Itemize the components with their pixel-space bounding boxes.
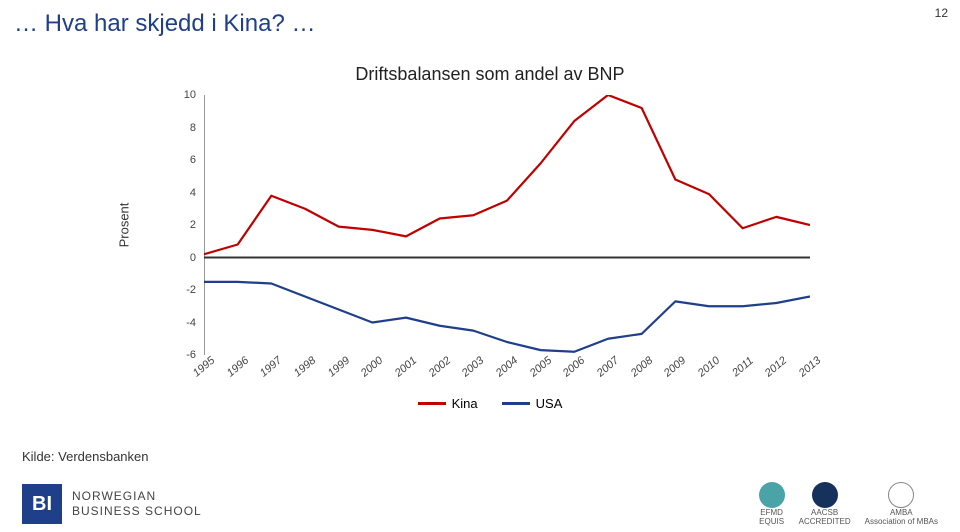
y-tick: 4 <box>162 187 202 199</box>
badge-icon <box>812 482 838 508</box>
y-tick: -2 <box>162 284 202 296</box>
series-kina <box>204 95 810 254</box>
logo: BI NORWEGIAN BUSINESS SCHOOL <box>22 484 202 524</box>
x-tick: 2010 <box>696 355 722 380</box>
badge-label: EQUIS <box>759 517 784 526</box>
x-tick: 2004 <box>494 355 520 380</box>
x-tick: 2011 <box>730 355 756 379</box>
logo-line1: NORWEGIAN <box>72 489 202 504</box>
x-tick: 2013 <box>797 355 823 380</box>
legend-item: USA <box>502 396 563 411</box>
source-label: Kilde: Verdensbanken <box>22 449 148 464</box>
x-tick: 2009 <box>662 355 688 380</box>
x-tick: 2006 <box>561 355 587 380</box>
x-tick: 2001 <box>393 355 419 380</box>
legend: Kina USA <box>170 393 810 411</box>
plot-area <box>204 95 810 355</box>
y-tick: -6 <box>162 349 202 361</box>
logo-text: NORWEGIAN BUSINESS SCHOOL <box>72 489 202 519</box>
legend-swatch <box>418 402 446 405</box>
x-tick: 2000 <box>359 355 385 380</box>
page-title: … Hva har skjedd i Kina? … <box>14 10 315 38</box>
accreditation-badge: AACSBACCREDITED <box>799 482 851 526</box>
badge-icon <box>888 482 914 508</box>
y-tick: -4 <box>162 317 202 329</box>
y-tick: 2 <box>162 219 202 231</box>
accreditation-badge: AMBAAssociation of MBAs <box>865 482 938 526</box>
x-tick: 1998 <box>292 355 318 380</box>
x-tick: 2005 <box>527 355 553 380</box>
chart-svg <box>204 95 810 355</box>
y-tick: 8 <box>162 122 202 134</box>
series-usa <box>204 282 810 352</box>
y-tick: 0 <box>162 252 202 264</box>
y-axis-ticks: 1086420-2-4-6 <box>162 95 202 355</box>
chart-area: Prosent 1086420-2-4-6 199519961997199819… <box>170 95 810 355</box>
accreditation-badge: EFMDEQUIS <box>759 482 785 526</box>
legend-label: Kina <box>452 396 478 411</box>
x-axis-ticks: 1995199619971998199920002001200220032004… <box>204 361 810 381</box>
legend-item: Kina <box>418 396 478 411</box>
x-tick: 2012 <box>763 355 789 380</box>
y-tick: 10 <box>162 89 202 101</box>
x-tick: 2002 <box>426 355 452 380</box>
badge-label: Association of MBAs <box>865 517 938 526</box>
logo-line2: BUSINESS SCHOOL <box>72 504 202 519</box>
badge-short: EFMD <box>760 508 783 517</box>
y-axis-label: Prosent <box>117 203 132 248</box>
x-tick: 1999 <box>325 355 351 380</box>
accreditations: EFMDEQUIS AACSBACCREDITED AMBAAssociation … <box>759 482 938 526</box>
badge-icon <box>759 482 785 508</box>
x-tick: 2008 <box>628 355 654 380</box>
badge-short: AACSB <box>811 508 838 517</box>
chart-title: Driftsbalansen som andel av BNP <box>170 64 810 85</box>
logo-mark: BI <box>22 484 62 524</box>
x-tick: 2003 <box>460 355 486 380</box>
x-tick: 2007 <box>595 355 621 380</box>
footer: BI NORWEGIAN BUSINESS SCHOOL EFMDEQUIS AA… <box>0 476 960 532</box>
page-number: 12 <box>935 6 948 20</box>
badge-short: AMBA <box>890 508 913 517</box>
badge-label: ACCREDITED <box>799 517 851 526</box>
legend-label: USA <box>536 396 563 411</box>
legend-swatch <box>502 402 530 405</box>
chart: Driftsbalansen som andel av BNP Prosent … <box>170 64 810 404</box>
y-tick: 6 <box>162 154 202 166</box>
x-tick: 1996 <box>224 355 250 380</box>
x-tick: 1997 <box>258 355 284 380</box>
